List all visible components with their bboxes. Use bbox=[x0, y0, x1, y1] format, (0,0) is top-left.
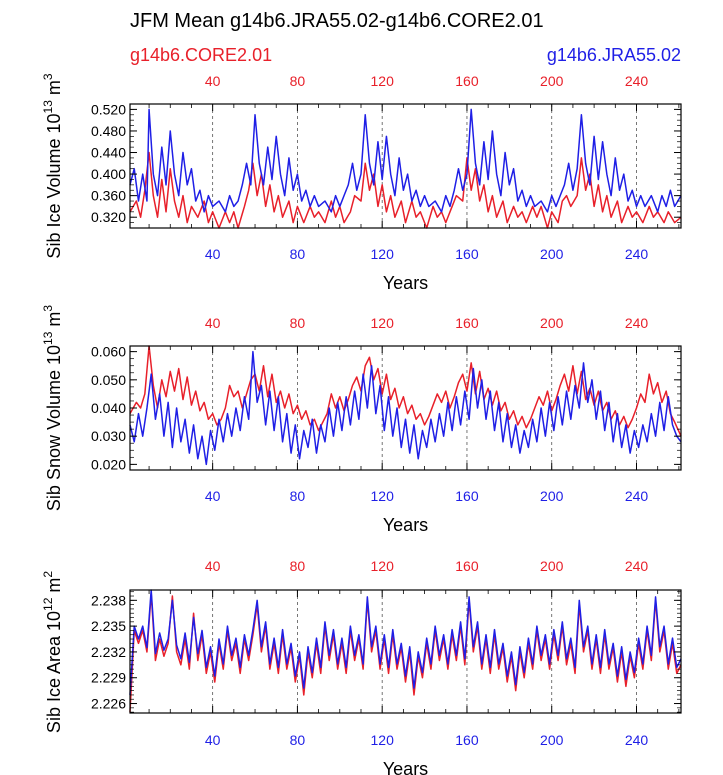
x-tick-label-top: 120 bbox=[371, 315, 395, 331]
y-tick-label: 2.226 bbox=[91, 696, 126, 712]
y-tick-label: 2.229 bbox=[91, 670, 126, 686]
x-tick-label-top: 120 bbox=[371, 73, 395, 89]
x-tick-label-bottom: 40 bbox=[205, 488, 221, 504]
x-tick-label-bottom: 200 bbox=[540, 488, 564, 504]
x-tick-label-top: 200 bbox=[540, 558, 564, 574]
y-axis-label-part: m bbox=[44, 80, 64, 100]
y-tick-label: 0.400 bbox=[91, 166, 126, 182]
x-axis-label: Years bbox=[383, 759, 428, 775]
series-line-core bbox=[129, 345, 682, 437]
x-tick-label-bottom: 160 bbox=[455, 732, 479, 748]
x-tick-label-bottom: 240 bbox=[625, 246, 649, 262]
series-line-jra bbox=[129, 108, 682, 213]
plot-frame bbox=[129, 103, 682, 229]
y-axis-label-sup: 2 bbox=[41, 571, 55, 578]
panel-2: 40 40 80 80 120 120 160 160 200 200 240 240 0.020 0.0… bbox=[41, 305, 682, 535]
x-tick-label-top: 80 bbox=[290, 315, 306, 331]
x-tick-label-bottom: 240 bbox=[625, 488, 649, 504]
x-tick-label-top: 240 bbox=[625, 315, 649, 331]
legend-core-label: g14b6.CORE2.01 bbox=[130, 45, 272, 65]
x-tick-label-bottom: 200 bbox=[540, 246, 564, 262]
panel-3: 40 40 80 80 120 120 160 160 200 200 240 240 2.226 2.2… bbox=[41, 558, 682, 775]
panels-group: 404080801201201601602002002402400.3200.3… bbox=[41, 73, 682, 775]
x-tick-label-bottom: 40 bbox=[205, 246, 221, 262]
y-axis-label: Sib Snow Volume 1013 m3 bbox=[41, 305, 64, 511]
y-tick-label: 0.520 bbox=[91, 101, 126, 117]
x-tick-label-bottom: 120 bbox=[371, 488, 395, 504]
y-tick-label: 0.050 bbox=[91, 372, 126, 388]
x-tick-label-top: 160 bbox=[455, 558, 479, 574]
figure-title: JFM Mean g14b6.JRA55.02-g14b6.CORE2.01 bbox=[130, 10, 544, 32]
series-line-jra bbox=[129, 589, 682, 695]
x-tick-label-bottom: 80 bbox=[290, 732, 306, 748]
y-tick-label: 0.480 bbox=[91, 123, 126, 139]
y-axis-label-sup: 13 bbox=[41, 100, 55, 114]
x-tick-label-top: 40 bbox=[205, 558, 221, 574]
y-axis-label-part: Sib Ice Area 10 bbox=[44, 611, 64, 733]
y-axis-label-part: m bbox=[44, 578, 64, 598]
x-tick-label-bottom: 160 bbox=[455, 246, 479, 262]
y-axis-label-sup: 12 bbox=[41, 597, 55, 611]
legend-jra-label: g14b6.JRA55.02 bbox=[547, 45, 681, 65]
y-axis-label-sup: 13 bbox=[41, 331, 55, 345]
x-tick-label-bottom: 80 bbox=[290, 488, 306, 504]
panel-1: 40 40 80 80 120 120 160 160 200 200 240 240 0.320 0.3… bbox=[41, 73, 682, 293]
series-line-jra bbox=[129, 350, 682, 466]
y-tick-label: 0.320 bbox=[91, 209, 126, 225]
y-axis-label-sup: 3 bbox=[41, 305, 55, 312]
y-axis-label-sup: 3 bbox=[41, 73, 55, 80]
x-tick-label-top: 160 bbox=[455, 315, 479, 331]
y-tick-label: 0.020 bbox=[91, 456, 126, 472]
y-axis-label-part: Sib Snow Volume 10 bbox=[44, 345, 64, 511]
x-tick-label-bottom: 200 bbox=[540, 732, 564, 748]
y-axis-label-part: Sib Ice Volume 10 bbox=[44, 113, 64, 258]
x-tick-label-top: 80 bbox=[290, 73, 306, 89]
x-tick-label-top: 80 bbox=[290, 558, 306, 574]
y-tick-label: 0.040 bbox=[91, 400, 126, 416]
x-tick-label-bottom: 240 bbox=[625, 732, 649, 748]
x-axis-label: Years bbox=[383, 515, 428, 535]
y-tick-label: 2.235 bbox=[91, 618, 126, 634]
x-tick-label-top: 40 bbox=[205, 315, 221, 331]
y-tick-label: 0.060 bbox=[91, 344, 126, 360]
y-tick-label: 0.440 bbox=[91, 145, 126, 161]
y-axis-label: Sib Ice Volume 1013 m3 bbox=[41, 73, 64, 258]
x-tick-label-top: 200 bbox=[540, 315, 564, 331]
x-tick-label-top: 200 bbox=[540, 73, 564, 89]
series-line-core bbox=[129, 151, 682, 229]
x-tick-label-bottom: 80 bbox=[290, 246, 306, 262]
x-tick-label-top: 40 bbox=[205, 73, 221, 89]
x-tick-label-top: 240 bbox=[625, 73, 649, 89]
x-tick-label-top: 240 bbox=[625, 558, 649, 574]
x-tick-label-bottom: 40 bbox=[205, 732, 221, 748]
y-tick-label: 0.360 bbox=[91, 188, 126, 204]
y-axis-label: Sib Ice Area 1012 m2 bbox=[41, 571, 64, 733]
x-tick-label-bottom: 160 bbox=[455, 488, 479, 504]
y-tick-label: 2.238 bbox=[91, 592, 126, 608]
x-tick-label-bottom: 120 bbox=[371, 732, 395, 748]
x-axis-label: Years bbox=[383, 273, 428, 293]
x-tick-label-top: 160 bbox=[455, 73, 479, 89]
y-tick-label: 2.232 bbox=[91, 644, 126, 660]
y-tick-label: 0.030 bbox=[91, 428, 126, 444]
x-tick-label-top: 120 bbox=[371, 558, 395, 574]
x-tick-label-bottom: 120 bbox=[371, 246, 395, 262]
y-axis-label-part: m bbox=[44, 312, 64, 332]
